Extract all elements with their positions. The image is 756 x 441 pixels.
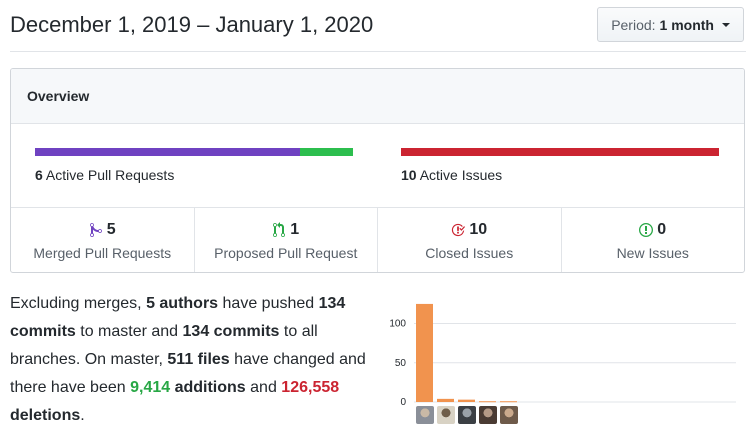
avatar[interactable] (458, 406, 476, 424)
summary-text-5: have changed and there have been (10, 351, 366, 396)
bar-author-5[interactable] (500, 401, 517, 403)
stat-proposed-pull-request[interactable]: 1 Proposed Pull Request (195, 208, 378, 272)
summary-text-3: to master and (75, 323, 183, 340)
page-header: December 1, 2019 – January 1, 2020 Perio… (10, 0, 746, 52)
merged-pr-label: Merged Pull Requests (33, 245, 172, 261)
caret-down-icon (722, 22, 730, 27)
commits-all: 134 commits (182, 323, 280, 340)
issues-bar[interactable] (401, 148, 719, 156)
new-issues-label: New Issues (616, 245, 689, 261)
avatar[interactable] (416, 406, 434, 424)
stat-merged-pull-requests[interactable]: 5 Merged Pull Requests (11, 208, 195, 272)
open-segment (299, 148, 353, 156)
issue-closed-icon (452, 223, 466, 237)
issue-opened-icon (639, 223, 654, 237)
y-tick-label: 100 (389, 319, 406, 330)
merged-pr-count: 5 (106, 221, 116, 238)
commits-by-author-chart: 0 50 100 (380, 292, 750, 432)
avatar[interactable] (479, 406, 497, 424)
closed-issues-label: Closed Issues (425, 245, 514, 261)
y-tick-label: 50 (395, 358, 407, 369)
additions-word: additions (170, 379, 246, 396)
summary-text-1: Excluding merges, (10, 295, 147, 312)
overview-title: Overview (27, 88, 90, 104)
git-merge-icon (89, 222, 102, 237)
summary-text-2: have pushed (218, 295, 319, 312)
summary-text-7: . (80, 407, 85, 424)
merged-segment (35, 148, 300, 156)
period-dropdown-button[interactable]: Period: 1 month (597, 7, 744, 42)
period-label: Period: (611, 16, 656, 33)
overview-panel: Overview 6 Active Pull Requests 10 Activ… (10, 68, 745, 273)
authors-count: 5 authors (146, 295, 219, 312)
active-issues-link[interactable]: 10 Active Issues (401, 167, 502, 183)
bar-author-4[interactable] (479, 401, 496, 403)
avatar[interactable] (437, 406, 455, 424)
y-tick-label: 0 (400, 397, 406, 408)
bar-author-2[interactable] (437, 398, 454, 402)
pull-requests-bar[interactable] (35, 148, 353, 156)
bar-author-3[interactable] (458, 399, 475, 402)
additions-count: 9,414 (130, 379, 171, 396)
files-changed: 511 files (167, 351, 230, 368)
commits-master: 134 commits (10, 295, 346, 340)
overview-header: Overview (11, 69, 744, 124)
overview-bars: 6 Active Pull Requests 10 Active Issues (11, 124, 744, 208)
deletions-count: 126,558 (281, 379, 340, 396)
active-issues-label: Active Issues (419, 167, 503, 183)
bar-author-1[interactable] (416, 303, 433, 402)
active-pr-label: Active Pull Requests (45, 167, 175, 183)
proposed-pr-count: 1 (290, 221, 300, 238)
avatar[interactable] (500, 406, 518, 424)
closed-issues-count: 10 (469, 221, 488, 238)
date-range-title: December 1, 2019 – January 1, 2020 (10, 12, 374, 37)
commit-summary: Excluding merges, 5 authors have pushed … (10, 290, 372, 430)
summary-text-6: and (245, 379, 282, 396)
deletions-word: deletions (10, 407, 81, 424)
git-pull-request-icon (273, 222, 286, 237)
summary-text-4: to all branches. On master, (10, 323, 318, 368)
proposed-pr-label: Proposed Pull Request (214, 245, 358, 261)
active-issues-count: 10 (401, 167, 417, 183)
stat-closed-issues[interactable]: 10 Closed Issues (378, 208, 562, 272)
new-issues-count: 0 (657, 221, 667, 238)
active-pull-requests-link[interactable]: 6 Active Pull Requests (35, 167, 174, 183)
period-value: 1 month (659, 16, 714, 33)
closed-issues-segment (401, 148, 719, 156)
stat-new-issues[interactable]: 0 New Issues (562, 208, 745, 272)
chart-svg: 0 50 100 (389, 303, 736, 408)
active-pr-count: 6 (35, 167, 43, 183)
overview-stats: 5 Merged Pull Requests 1 Proposed Pull R… (11, 208, 744, 272)
author-avatars (416, 406, 518, 424)
